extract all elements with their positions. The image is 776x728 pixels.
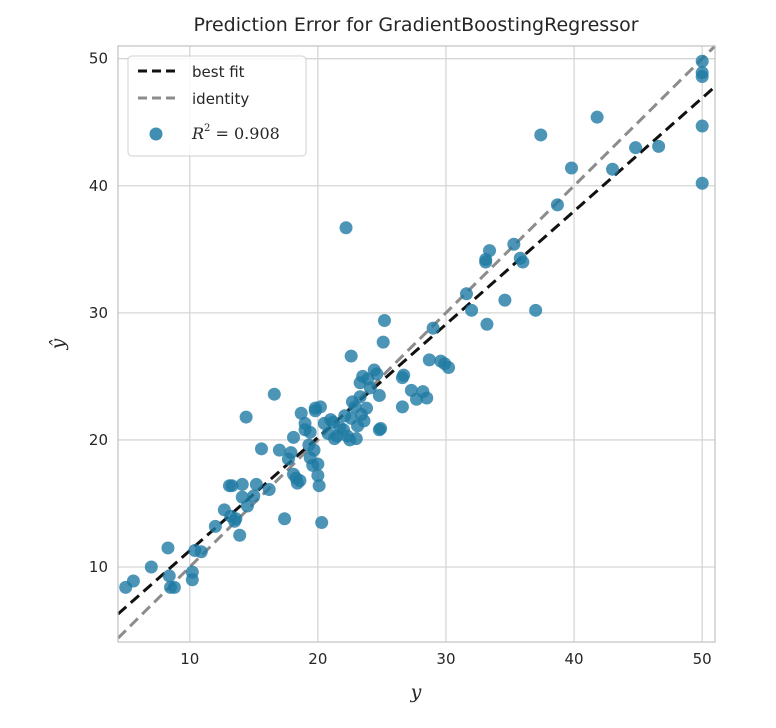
x-tick-label: 50 — [693, 650, 712, 668]
y-tick-labels: 10 20 30 40 50 — [89, 50, 108, 576]
data-point — [606, 162, 620, 176]
x-tick-labels: 10 20 30 40 50 — [180, 650, 712, 668]
data-point — [479, 255, 493, 269]
data-point — [315, 516, 329, 530]
data-point — [339, 221, 353, 235]
data-point — [194, 545, 208, 559]
y-axis-label: ŷ — [47, 338, 69, 350]
data-point — [167, 580, 181, 594]
data-point — [313, 400, 327, 414]
data-point — [483, 244, 497, 258]
legend-r2-label: R2 = 0.908 — [191, 123, 280, 143]
data-point — [374, 422, 388, 436]
data-point — [353, 390, 367, 404]
data-point — [272, 443, 286, 457]
data-point — [344, 349, 358, 363]
grid-lines — [118, 46, 715, 642]
data-point — [225, 479, 239, 493]
x-tick-label: 10 — [180, 650, 199, 668]
identity-line — [116, 44, 717, 640]
data-point — [239, 410, 253, 424]
data-point — [422, 353, 436, 367]
y-tick-label: 30 — [89, 304, 108, 322]
data-point — [185, 573, 199, 587]
data-point — [267, 387, 281, 401]
x-tick-label: 40 — [565, 650, 584, 668]
data-point — [363, 381, 377, 395]
data-point — [126, 574, 140, 588]
data-point — [360, 401, 374, 415]
legend-points-swatch — [149, 127, 163, 141]
data-point — [695, 69, 709, 83]
data-point — [161, 541, 175, 555]
data-point — [565, 161, 579, 175]
data-point — [247, 489, 261, 503]
data-point — [395, 400, 409, 414]
data-point — [311, 457, 325, 471]
data-point — [294, 406, 308, 420]
data-point — [278, 512, 292, 526]
legend-identity-label: identity — [192, 90, 249, 108]
data-point — [498, 293, 512, 307]
data-point — [312, 479, 326, 493]
chart-title: Prediction Error for GradientBoostingReg… — [193, 14, 638, 36]
data-point — [507, 237, 521, 251]
legend: best fit identity R2 = 0.908 — [127, 55, 307, 157]
data-point — [372, 388, 386, 402]
data-point — [357, 414, 371, 428]
data-point — [249, 477, 263, 491]
data-point — [370, 367, 384, 381]
data-point — [695, 176, 709, 190]
data-point — [529, 303, 543, 317]
data-point — [349, 432, 363, 446]
legend-best-fit-label: best fit — [192, 63, 245, 81]
x-axis-label: y — [410, 681, 422, 703]
data-point — [442, 361, 456, 375]
data-points — [119, 54, 709, 594]
y-tick-label: 50 — [89, 50, 108, 68]
data-point — [303, 425, 317, 439]
x-tick-label: 30 — [436, 650, 455, 668]
data-point — [311, 469, 325, 483]
data-point — [229, 512, 243, 526]
data-point — [426, 321, 440, 335]
data-point — [420, 391, 434, 405]
data-point — [208, 519, 222, 533]
data-point — [262, 483, 276, 497]
data-point — [233, 528, 247, 542]
data-point — [284, 446, 298, 460]
y-tick-label: 20 — [89, 431, 108, 449]
data-point — [480, 317, 494, 331]
data-point — [534, 128, 548, 142]
data-point — [397, 368, 411, 382]
data-point — [240, 499, 254, 513]
data-point — [516, 255, 530, 269]
data-point — [287, 430, 301, 444]
y-tick-label: 40 — [89, 177, 108, 195]
data-point — [307, 443, 321, 457]
data-point — [235, 477, 249, 491]
y-tick-label: 10 — [89, 558, 108, 576]
data-point — [695, 119, 709, 133]
data-point — [377, 313, 391, 327]
data-point — [465, 303, 479, 317]
data-point — [293, 474, 307, 488]
data-point — [459, 287, 473, 301]
data-point — [254, 442, 268, 456]
data-point — [629, 141, 643, 155]
data-point — [695, 54, 709, 68]
plot-frame — [117, 45, 716, 643]
data-point — [376, 335, 390, 349]
legend-box — [127, 55, 307, 157]
data-point — [590, 110, 604, 124]
data-point — [652, 139, 666, 153]
x-tick-label: 20 — [308, 650, 327, 668]
data-point — [162, 569, 176, 583]
data-point — [144, 560, 158, 574]
data-point — [550, 198, 564, 212]
